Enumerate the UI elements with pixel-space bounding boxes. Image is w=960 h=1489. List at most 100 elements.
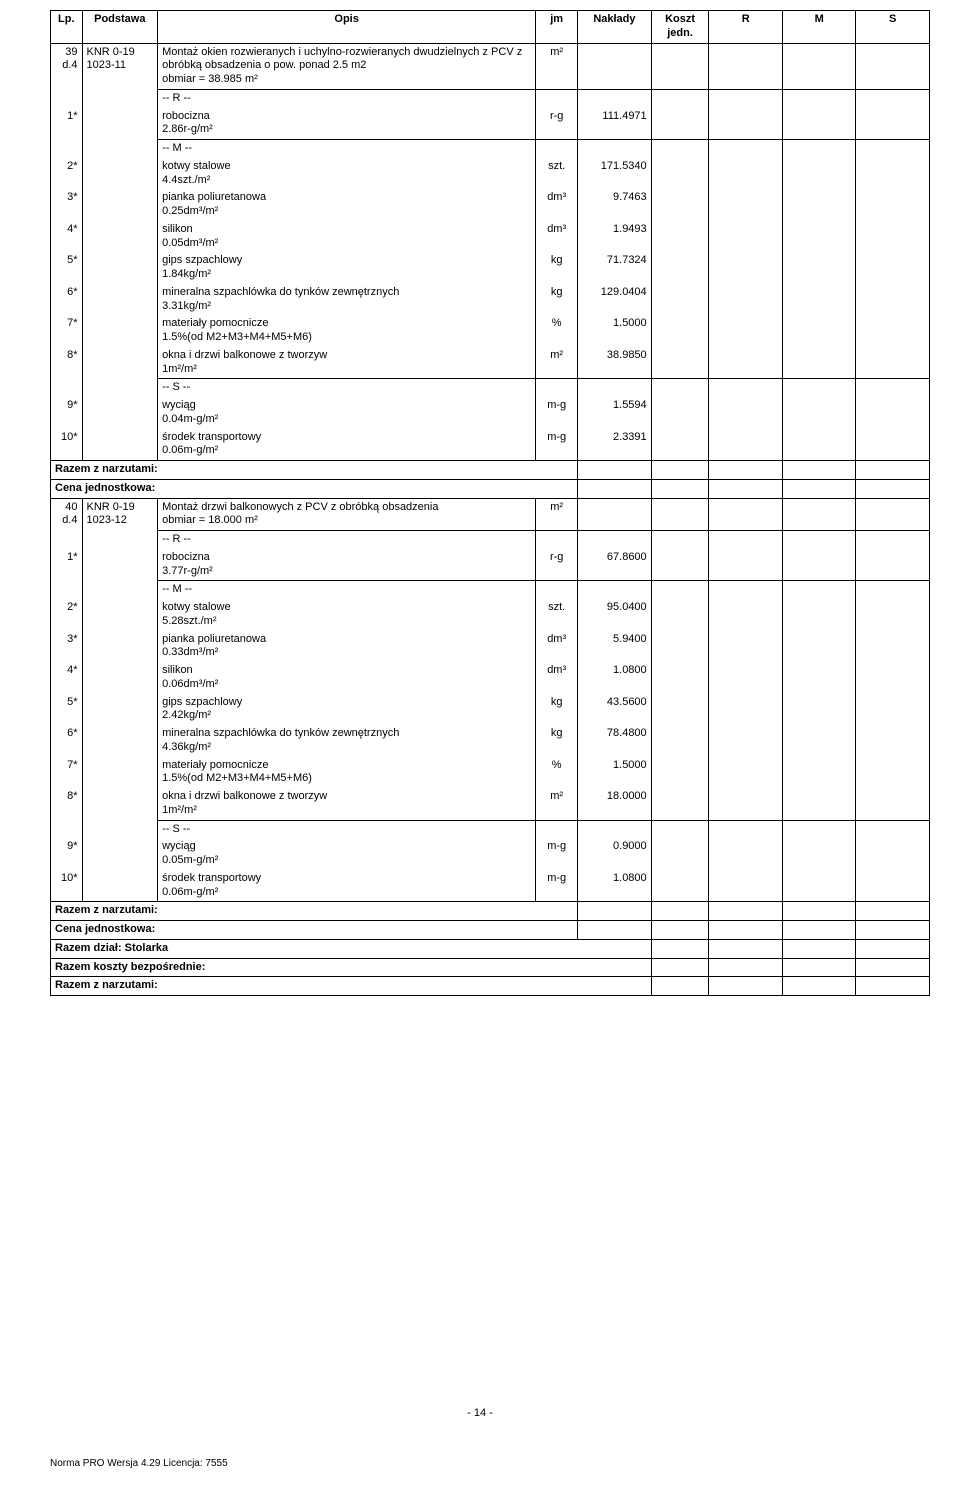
- section-label: -- M --: [158, 140, 536, 158]
- item-head-row: 40d.4KNR 0-191023-12Montaż drzwi balkono…: [51, 498, 930, 531]
- r-cell: [709, 498, 783, 531]
- r-cell: [709, 461, 783, 480]
- m-cell: [782, 531, 856, 549]
- s-cell: [856, 189, 930, 221]
- koszt-cell: [651, 221, 709, 253]
- lp-cell: 6*: [51, 284, 83, 316]
- m-cell: [782, 958, 856, 977]
- m-cell: [782, 347, 856, 379]
- lp-cell: 9*: [51, 397, 83, 429]
- s-cell: [856, 549, 930, 581]
- calc-row: 7*materiały pomocnicze1.5%(od M2+M3+M4+M…: [51, 757, 930, 789]
- m-cell: [782, 838, 856, 870]
- calc-row: 1*robocizna3.77r-g/m²r-g67.8600: [51, 549, 930, 581]
- naklady-cell: 1.0800: [578, 662, 652, 694]
- r-cell: [709, 315, 783, 347]
- jm-cell: m²: [536, 347, 578, 379]
- section-row: -- S --: [51, 820, 930, 838]
- opis-cell: wyciąg0.05m-g/m²: [158, 838, 536, 870]
- koszt-cell: [651, 189, 709, 221]
- calc-row: 8*okna i drzwi balkonowe z tworzyw1m²/m²…: [51, 788, 930, 820]
- section-label: -- R --: [158, 531, 536, 549]
- calc-row: 2*kotwy stalowe4.4szt./m²szt.171.5340: [51, 158, 930, 190]
- jm-cell: [536, 820, 578, 838]
- podstawa-cell: [82, 89, 158, 107]
- r-cell: [709, 599, 783, 631]
- s-cell: [856, 140, 930, 158]
- naklady-cell: [578, 461, 652, 480]
- koszt-cell: [651, 631, 709, 663]
- naklady-cell: 1.5594: [578, 397, 652, 429]
- naklady-cell: 18.0000: [578, 788, 652, 820]
- podstawa-cell: [82, 757, 158, 789]
- r-cell: [709, 757, 783, 789]
- lp-cell: 2*: [51, 158, 83, 190]
- podstawa-cell: [82, 662, 158, 694]
- podstawa-cell: [82, 788, 158, 820]
- naklady-cell: 67.8600: [578, 549, 652, 581]
- r-cell: [709, 479, 783, 498]
- naklady-cell: [578, 43, 652, 89]
- r-cell: [709, 284, 783, 316]
- koszt-cell: [651, 379, 709, 397]
- header-jm: jm: [536, 11, 578, 44]
- jm-cell: kg: [536, 694, 578, 726]
- m-cell: [782, 788, 856, 820]
- m-cell: [782, 284, 856, 316]
- podstawa-cell: [82, 549, 158, 581]
- koszt-cell: [651, 479, 709, 498]
- m-cell: [782, 379, 856, 397]
- header-opis: Opis: [158, 11, 536, 44]
- r-cell: [709, 397, 783, 429]
- lp-cell: 1*: [51, 549, 83, 581]
- podstawa-cell: [82, 429, 158, 461]
- koszt-cell: [651, 89, 709, 107]
- calc-row: 4*silikon0.05dm³/m²dm³1.9493: [51, 221, 930, 253]
- jm-cell: [536, 531, 578, 549]
- opis-cell: mineralna szpachlówka do tynków zewnętrz…: [158, 725, 536, 757]
- r-cell: [709, 140, 783, 158]
- koszt-cell: [651, 838, 709, 870]
- lp-cell: 7*: [51, 315, 83, 347]
- r-cell: [709, 725, 783, 757]
- r-cell: [709, 939, 783, 958]
- lp-cell: 6*: [51, 725, 83, 757]
- r-cell: [709, 429, 783, 461]
- lp-cell: [51, 531, 83, 549]
- s-cell: [856, 902, 930, 921]
- naklady-cell: 1.5000: [578, 757, 652, 789]
- jm-cell: szt.: [536, 158, 578, 190]
- m-cell: [782, 757, 856, 789]
- jm-cell: m-g: [536, 838, 578, 870]
- koszt-cell: [651, 788, 709, 820]
- koszt-cell: [651, 549, 709, 581]
- opis-cell: mineralna szpachlówka do tynków zewnętrz…: [158, 284, 536, 316]
- koszt-cell: [651, 757, 709, 789]
- naklady-cell: 43.5600: [578, 694, 652, 726]
- jm-cell: r-g: [536, 108, 578, 140]
- calc-row: 3*pianka poliuretanowa0.25dm³/m²dm³9.746…: [51, 189, 930, 221]
- podstawa-cell: [82, 189, 158, 221]
- calc-row: 10*środek transportowy0.06m-g/m²m-g2.339…: [51, 429, 930, 461]
- naklady-cell: 1.0800: [578, 870, 652, 902]
- calc-row: 8*okna i drzwi balkonowe z tworzyw1m²/m²…: [51, 347, 930, 379]
- summary-row: Cena jednostkowa:: [51, 479, 930, 498]
- lp-cell: 10*: [51, 870, 83, 902]
- opis-cell: gips szpachlowy2.42kg/m²: [158, 694, 536, 726]
- r-cell: [709, 252, 783, 284]
- m-cell: [782, 725, 856, 757]
- koszt-cell: [651, 531, 709, 549]
- s-cell: [856, 725, 930, 757]
- podstawa-cell: [82, 252, 158, 284]
- koszt-cell: [651, 284, 709, 316]
- m-cell: [782, 694, 856, 726]
- s-cell: [856, 757, 930, 789]
- naklady-cell: [578, 479, 652, 498]
- s-cell: [856, 631, 930, 663]
- r-cell: [709, 921, 783, 940]
- m-cell: [782, 140, 856, 158]
- jm-cell: r-g: [536, 549, 578, 581]
- calc-row: 6* mineralna szpachlówka do tynków zewnęt…: [51, 284, 930, 316]
- calc-row: 10*środek transportowy0.06m-g/m²m-g1.080…: [51, 870, 930, 902]
- lp-cell: [51, 379, 83, 397]
